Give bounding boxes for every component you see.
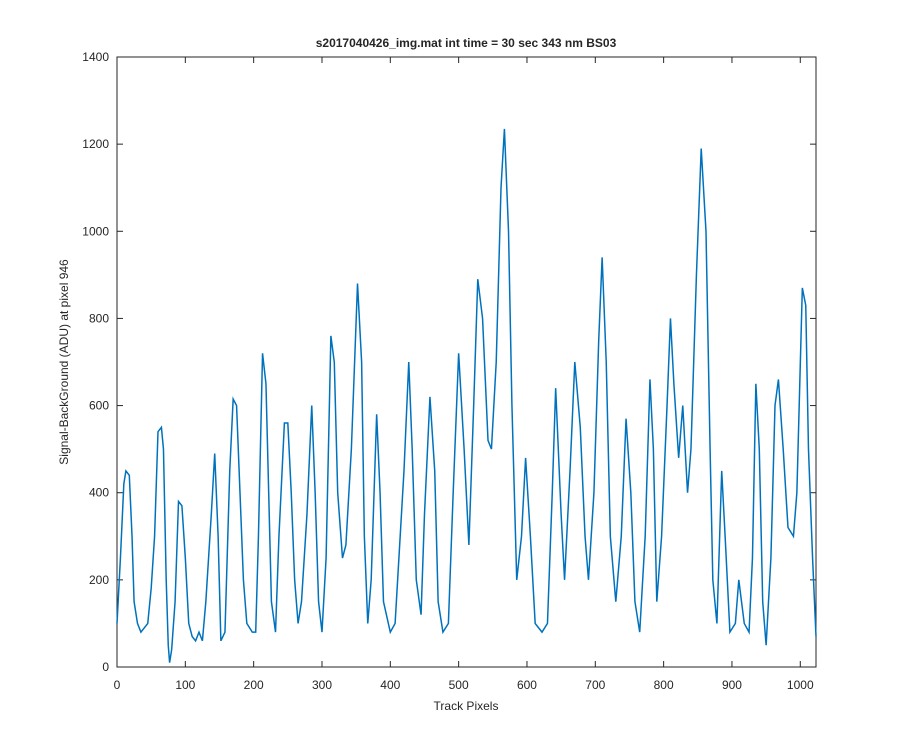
y-tick-label: 0 [102, 660, 109, 674]
x-tick-label: 100 [175, 678, 195, 692]
x-tick-label: 1000 [787, 678, 814, 692]
y-tick-label: 1200 [82, 137, 109, 151]
x-tick-label: 0 [114, 678, 121, 692]
x-axis-label: Track Pixels [434, 699, 499, 713]
y-axis-label: Signal-BackGround (ADU) at pixel 946 [57, 259, 71, 465]
y-tick-label: 600 [89, 399, 109, 413]
x-tick-label: 400 [380, 678, 400, 692]
x-tick-label: 300 [312, 678, 332, 692]
x-tick-label: 500 [449, 678, 469, 692]
x-tick-label: 600 [517, 678, 537, 692]
x-tick-label: 700 [585, 678, 605, 692]
x-tick-label: 900 [722, 678, 742, 692]
plot-area [116, 56, 817, 668]
y-tick-label: 800 [89, 311, 109, 325]
data-line [116, 128, 817, 663]
y-tick-label: 1000 [82, 224, 109, 238]
y-tick-label: 200 [89, 573, 109, 587]
x-tick-label: 200 [244, 678, 264, 692]
chart-title: s2017040426_img.mat int time = 30 sec 34… [316, 36, 617, 50]
y-tick-label: 1400 [82, 50, 109, 64]
y-tick-label: 400 [89, 486, 109, 500]
x-tick-label: 800 [654, 678, 674, 692]
